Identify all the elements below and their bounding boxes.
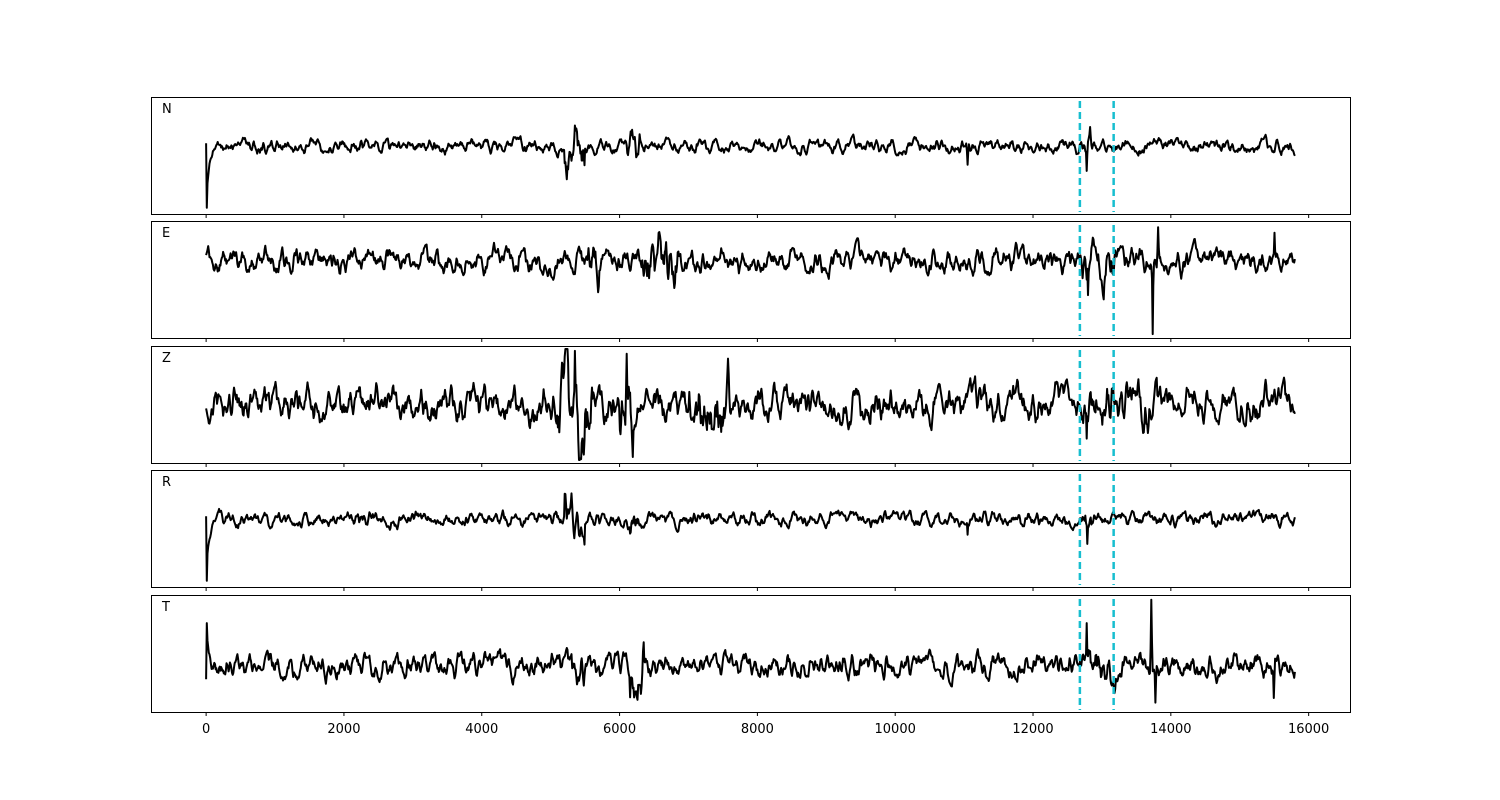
panel-frame-r [151,470,1351,588]
x-tick-label: 4000 [465,722,498,737]
trace-e [205,226,1296,336]
x-axis: 0 2000 4000 6000 8000 10000 12000 14000 16000 [202,722,1329,737]
trace-r [205,492,1296,582]
x-tick-label: 0 [202,722,210,737]
x-tick-label: 2000 [327,722,360,737]
x-tick-label: 14000 [1150,722,1191,737]
x-tick-label: 10000 [875,722,916,737]
panel-label: R [162,475,171,490]
panel-label: T [161,600,170,615]
panel-label: Z [162,351,171,366]
panels-group: N E Z R T [151,97,1351,716]
panel-label: E [162,226,170,241]
x-tick-label: 16000 [1288,722,1329,737]
panel-e: E [151,221,1351,342]
panel-r: R [151,470,1351,591]
panel-frame-e [151,221,1351,339]
panel-frame-n [151,97,1351,215]
trace-n [205,124,1296,209]
x-tick-label: 6000 [603,722,636,737]
panel-z: Z [151,346,1351,467]
x-tick-label: 12000 [1012,722,1053,737]
trace-t [205,598,1296,704]
trace-z [205,348,1296,461]
panel-t: T [151,595,1351,716]
panel-label: N [162,102,172,117]
panel-frame-z [151,346,1351,464]
panel-frame-t [151,595,1351,713]
x-tick-label: 8000 [741,722,774,737]
panel-n: N [151,97,1351,218]
